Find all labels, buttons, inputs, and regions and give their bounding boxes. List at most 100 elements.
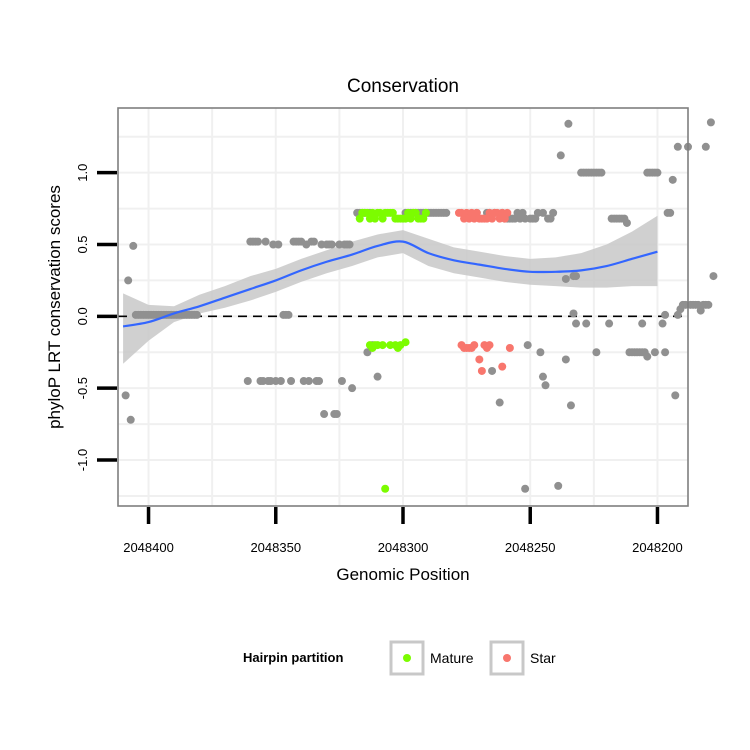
- smooth-curve-group: [122, 240, 658, 328]
- smooth-curve: [122, 240, 658, 328]
- x-tick-label: 2048250: [505, 540, 556, 555]
- y-axis-title: phyloP LRT conservation scores: [45, 185, 64, 429]
- point-other: [253, 237, 262, 246]
- point-other: [488, 366, 497, 375]
- legend: Hairpin partition Mature Star: [243, 640, 556, 676]
- y-tick-label: 0.5: [75, 235, 90, 253]
- plot-border: [117, 107, 689, 507]
- point-other: [661, 310, 670, 319]
- point-other: [337, 376, 346, 385]
- legend-title: Hairpin partition: [243, 650, 343, 665]
- point-star: [485, 341, 494, 350]
- point-other: [327, 240, 336, 249]
- point-other: [701, 142, 710, 151]
- point-other: [671, 391, 680, 400]
- point-other: [129, 241, 138, 250]
- x-tick-label: 2048400: [123, 540, 174, 555]
- point-star: [503, 208, 512, 217]
- point-other: [622, 218, 631, 227]
- point-other: [561, 274, 570, 283]
- point-star: [498, 362, 507, 371]
- point-other: [666, 208, 675, 217]
- point-other: [192, 310, 201, 319]
- point-other: [315, 376, 324, 385]
- data-points: [121, 118, 718, 493]
- point-other: [661, 348, 670, 357]
- y-tick-label: -1.0: [75, 449, 90, 471]
- point-other: [658, 319, 667, 328]
- point-other: [538, 208, 547, 217]
- point-other: [569, 309, 578, 318]
- point-other: [274, 240, 283, 249]
- x-tick-label: 2048300: [378, 540, 429, 555]
- legend-label-mature: Mature: [430, 650, 474, 666]
- point-mature: [421, 208, 430, 217]
- point-other: [287, 376, 296, 385]
- point-other: [643, 352, 652, 361]
- point-other: [495, 398, 504, 407]
- point-star: [505, 343, 514, 352]
- point-other: [564, 119, 573, 128]
- point-other: [554, 481, 563, 490]
- y-tick-label: 0.0: [75, 307, 90, 325]
- point-other: [373, 372, 382, 381]
- point-other: [561, 355, 570, 364]
- chart-title: Conservation: [347, 76, 459, 97]
- point-other: [582, 319, 591, 328]
- point-other: [523, 341, 532, 350]
- point-other: [538, 372, 547, 381]
- legend-dot-mature: [403, 654, 411, 662]
- point-other: [442, 208, 451, 217]
- point-other: [556, 151, 565, 160]
- point-other: [709, 272, 718, 281]
- point-other: [124, 276, 133, 285]
- legend-dot-star: [503, 654, 511, 662]
- point-other: [653, 168, 662, 177]
- x-axis: 2048400 2048350 2048300 2048250 2048200: [123, 507, 683, 555]
- confidence-band-group: [123, 215, 658, 364]
- point-other: [668, 175, 677, 184]
- point-other: [673, 142, 682, 151]
- point-other: [592, 348, 601, 357]
- point-other: [536, 348, 545, 357]
- point-other: [572, 272, 581, 281]
- point-other: [126, 415, 135, 424]
- x-tick-label: 2048350: [250, 540, 301, 555]
- point-other: [549, 208, 558, 217]
- point-other: [605, 319, 614, 328]
- point-other: [348, 384, 357, 393]
- point-other: [572, 319, 581, 328]
- point-other: [597, 168, 606, 177]
- point-other: [541, 381, 550, 390]
- point-other: [261, 237, 270, 246]
- point-mature: [401, 338, 410, 347]
- point-mature: [378, 341, 387, 350]
- point-other: [650, 348, 659, 357]
- point-mature: [381, 484, 390, 493]
- point-other: [521, 484, 530, 493]
- point-star: [475, 355, 484, 364]
- point-other: [304, 376, 313, 385]
- y-axis: -1.0 -0.5 0.0 0.5 1.0: [75, 164, 117, 471]
- point-star: [470, 341, 479, 350]
- point-other: [243, 376, 252, 385]
- legend-key-mature: [389, 640, 425, 676]
- x-tick-label: 2048200: [632, 540, 683, 555]
- point-other: [320, 410, 329, 419]
- point-star: [477, 366, 486, 375]
- point-other: [638, 319, 647, 328]
- point-other: [309, 237, 318, 246]
- legend-label-star: Star: [530, 650, 556, 666]
- point-other: [276, 376, 285, 385]
- y-tick-label: -0.5: [75, 377, 90, 399]
- point-other: [121, 391, 130, 400]
- point-other: [566, 401, 575, 410]
- y-tick-label: 1.0: [75, 164, 90, 182]
- point-other: [345, 240, 354, 249]
- point-other: [284, 310, 293, 319]
- point-other: [706, 118, 715, 127]
- confidence-band: [123, 215, 658, 364]
- point-other: [699, 300, 708, 309]
